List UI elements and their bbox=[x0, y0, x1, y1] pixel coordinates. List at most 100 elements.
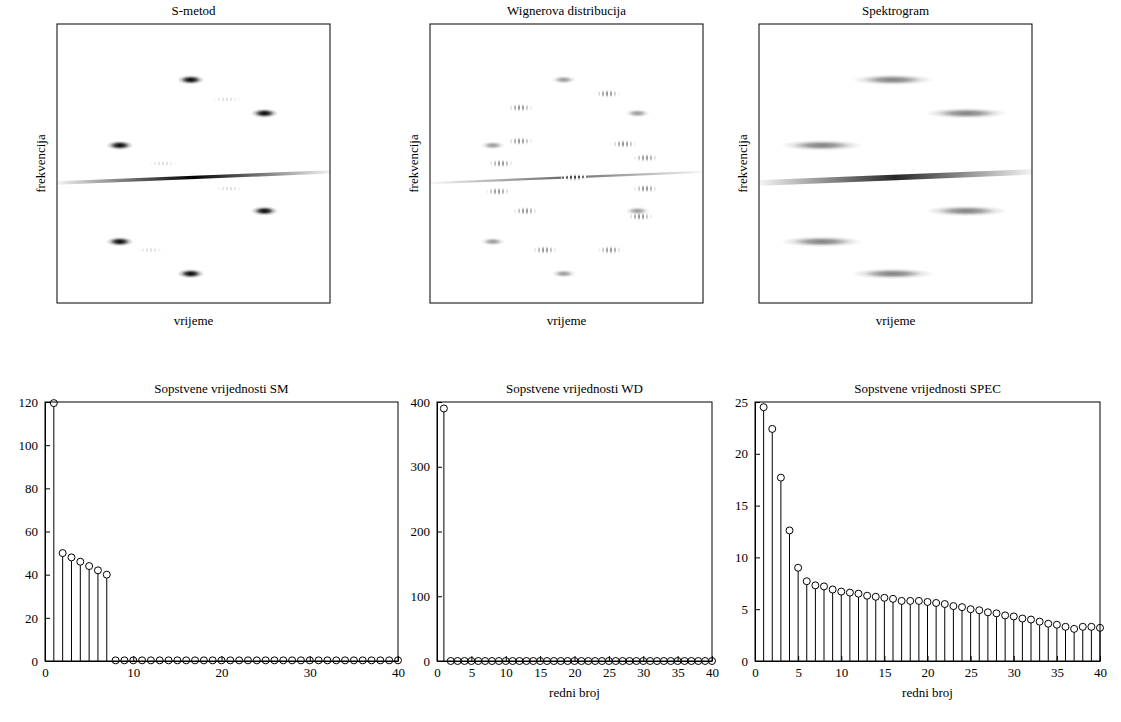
cross-term bbox=[485, 187, 512, 195]
panel: S-metodvrijemefrekvencija bbox=[33, 3, 330, 328]
stem bbox=[858, 594, 859, 661]
cross-term-stripes bbox=[506, 137, 533, 145]
stem bbox=[849, 593, 850, 661]
stem-marker bbox=[924, 598, 931, 605]
stem-marker bbox=[139, 657, 146, 664]
cross-term-stripes bbox=[485, 187, 512, 195]
y-tick-mark bbox=[45, 618, 50, 619]
x-tick-label: 20 bbox=[569, 665, 582, 680]
cross-term bbox=[597, 246, 624, 254]
x-tick-label: 0 bbox=[42, 665, 49, 680]
x-tick-label: 10 bbox=[835, 665, 848, 680]
x-tick-label: 0 bbox=[434, 665, 441, 680]
x-tick: 10 bbox=[835, 656, 848, 680]
stem-marker bbox=[760, 404, 767, 411]
stem-marker bbox=[1019, 615, 1026, 622]
x-tick-mark bbox=[678, 656, 679, 661]
atom bbox=[852, 268, 934, 279]
stem-marker bbox=[324, 657, 331, 664]
y-tick-label: 0 bbox=[424, 654, 431, 669]
stem-marker bbox=[890, 595, 897, 602]
x-axis-line bbox=[438, 661, 713, 662]
y-tick: 10 bbox=[735, 550, 760, 565]
x-tick: 20 bbox=[569, 656, 582, 680]
stem-marker bbox=[306, 657, 313, 664]
atom bbox=[551, 270, 576, 278]
atom bbox=[177, 75, 204, 85]
x-tick: 15 bbox=[534, 656, 547, 680]
y-tick-mark bbox=[437, 532, 442, 533]
stem-marker bbox=[950, 603, 957, 610]
stem-marker bbox=[864, 592, 871, 599]
cross-term bbox=[487, 159, 514, 167]
stem-marker bbox=[915, 597, 922, 604]
panel-title: Wignerova distribucija bbox=[507, 3, 626, 18]
y-tick: 100 bbox=[19, 438, 51, 453]
stem-marker bbox=[112, 657, 119, 664]
cross-term-stripes bbox=[632, 154, 659, 162]
stem bbox=[1013, 616, 1014, 661]
stem bbox=[910, 601, 911, 661]
stem-marker bbox=[1002, 612, 1009, 619]
stem-marker bbox=[769, 425, 776, 432]
stem bbox=[824, 586, 825, 661]
stem bbox=[106, 575, 107, 661]
x-tick: 40 bbox=[1094, 656, 1107, 680]
stem bbox=[772, 429, 773, 661]
stem-marker bbox=[209, 657, 216, 664]
stem-marker bbox=[881, 594, 888, 601]
atom bbox=[481, 141, 506, 149]
stem bbox=[962, 607, 963, 661]
stem-marker bbox=[368, 657, 375, 664]
stem bbox=[953, 606, 954, 661]
y-tick: 100 bbox=[411, 589, 443, 604]
x-axis-line bbox=[756, 661, 1101, 662]
x-axis: 0510152025303540 bbox=[434, 656, 719, 680]
x-tick: 20 bbox=[922, 656, 935, 680]
x-tick-mark bbox=[928, 656, 929, 661]
x-tick-label: 5 bbox=[469, 665, 476, 680]
stem bbox=[62, 553, 63, 661]
stem-marker bbox=[829, 586, 836, 593]
y-tick-mark bbox=[755, 506, 760, 507]
stem-marker bbox=[821, 583, 828, 590]
x-tick-label: 30 bbox=[1008, 665, 1021, 680]
x-tick-mark bbox=[506, 656, 507, 661]
x-tick-label: 5 bbox=[795, 665, 802, 680]
stem-marker bbox=[147, 657, 154, 664]
stem-marker bbox=[846, 589, 853, 596]
y-tick-label: 15 bbox=[735, 498, 748, 513]
stem-marker bbox=[236, 657, 243, 664]
panel: 05101520253035400510152025Sopstvene vrij… bbox=[735, 381, 1107, 700]
x-axis-title: redni broj bbox=[549, 685, 600, 700]
x-tick-mark bbox=[471, 656, 472, 661]
x-tick-label: 40 bbox=[392, 665, 405, 680]
chirp bbox=[57, 170, 330, 185]
atom bbox=[781, 236, 863, 247]
x-tick-label: 25 bbox=[965, 665, 978, 680]
x-tick-mark bbox=[712, 656, 713, 661]
stem-marker bbox=[50, 400, 57, 407]
atom bbox=[106, 237, 133, 247]
stem-marker bbox=[984, 609, 991, 616]
y-tick: 0 bbox=[424, 654, 443, 669]
cross-term bbox=[531, 246, 558, 254]
y-tick: 15 bbox=[735, 498, 760, 513]
panel: Spektrogramvrijemefrekvencija bbox=[735, 3, 1032, 328]
y-tick-label: 400 bbox=[411, 395, 431, 410]
atom bbox=[926, 205, 1008, 216]
cross-term bbox=[632, 184, 659, 192]
y-tick-label: 0 bbox=[742, 654, 749, 669]
stem-marker bbox=[872, 593, 879, 600]
cross-term bbox=[610, 140, 637, 148]
cross-term bbox=[147, 161, 180, 167]
x-tick-label: 35 bbox=[672, 665, 685, 680]
stem bbox=[1091, 627, 1092, 661]
y-tick-mark bbox=[755, 402, 760, 403]
x-axis: 0510152025303540 bbox=[752, 656, 1107, 680]
x-tick-mark bbox=[222, 656, 223, 661]
x-tick-mark bbox=[310, 656, 311, 661]
stem bbox=[443, 408, 444, 661]
stem bbox=[1039, 622, 1040, 661]
stem-marker bbox=[1071, 625, 1078, 632]
